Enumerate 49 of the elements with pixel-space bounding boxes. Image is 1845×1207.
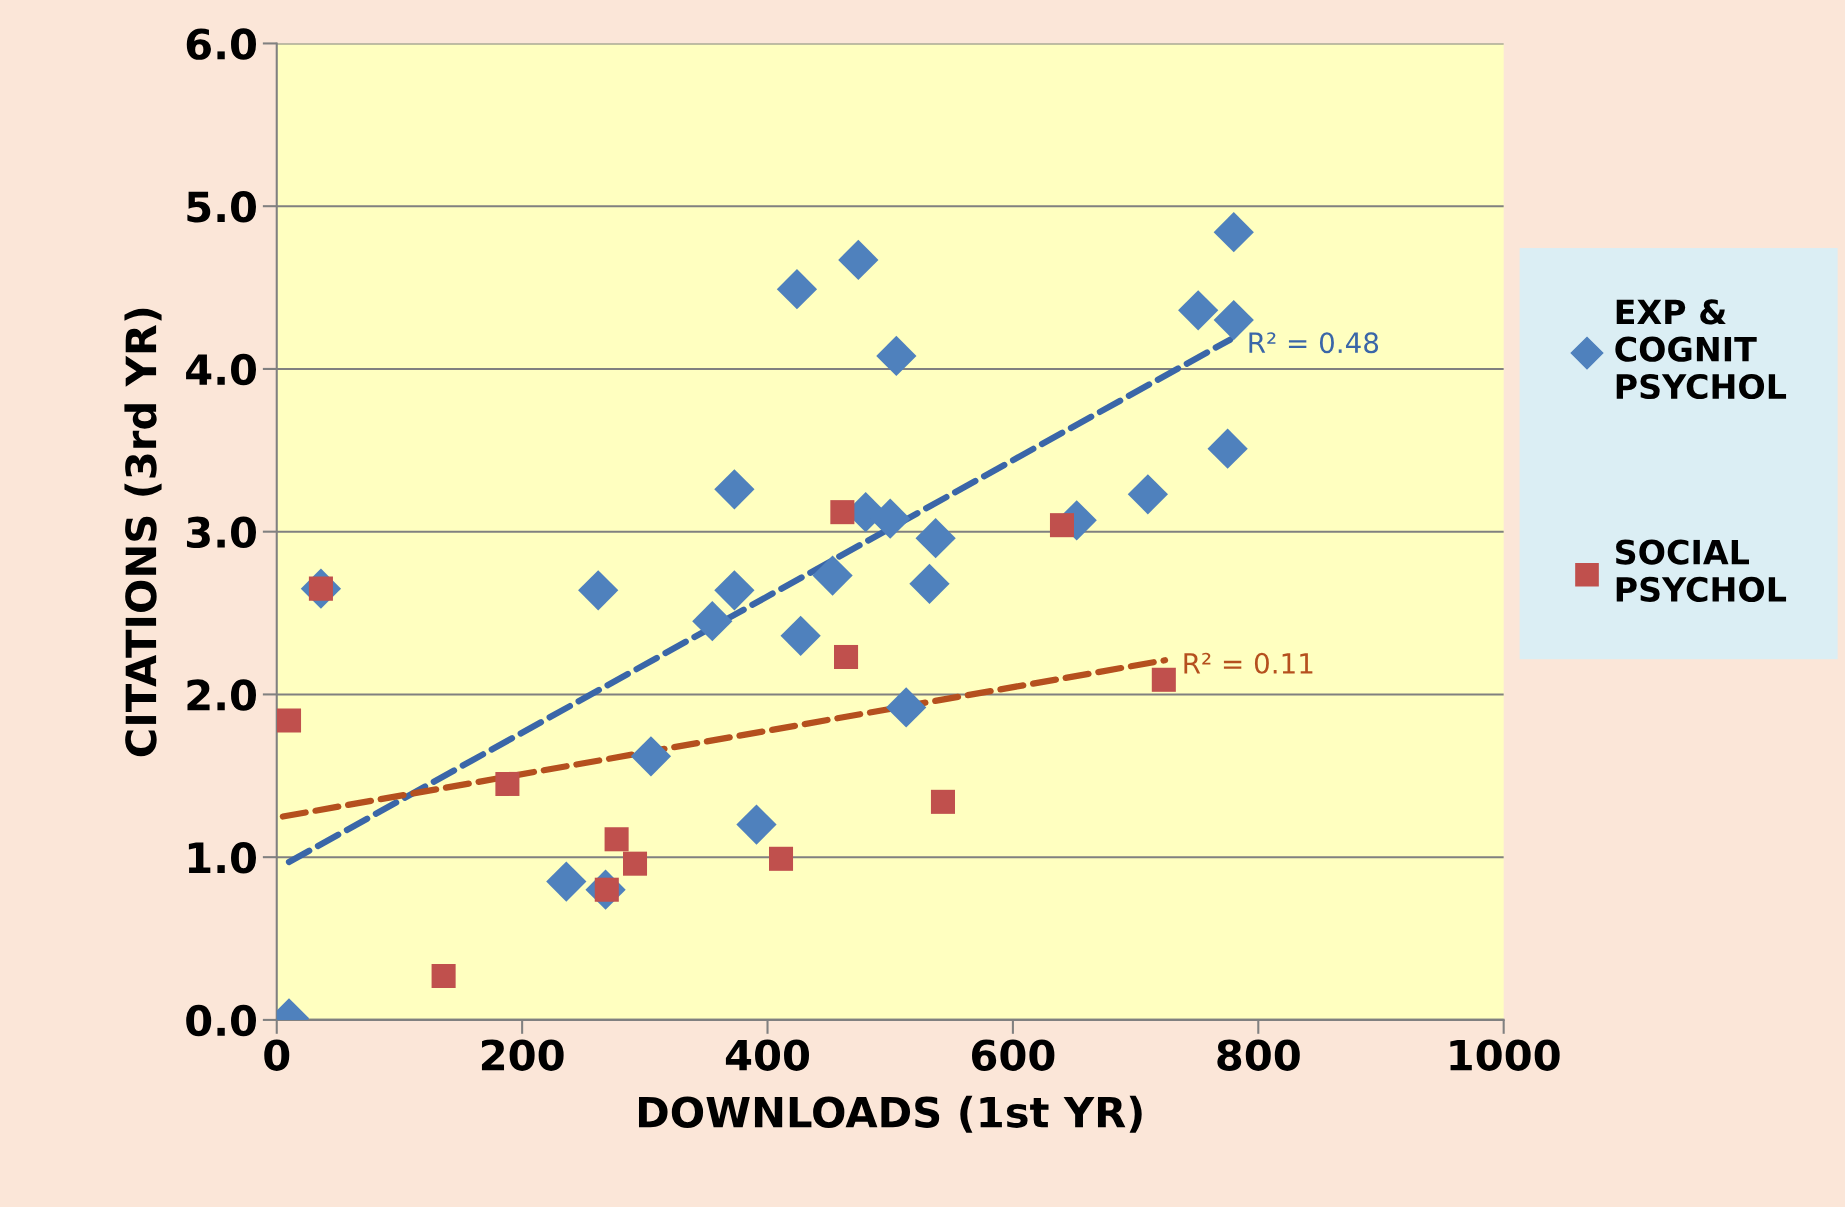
point	[768, 846, 794, 871]
x-tick-label: 400	[725, 1039, 810, 1071]
point	[909, 563, 950, 604]
point	[1213, 212, 1254, 253]
point	[812, 555, 853, 596]
y-tick-label: 0.0	[186, 1004, 257, 1037]
point	[546, 861, 587, 902]
point	[276, 708, 302, 733]
point	[930, 789, 955, 814]
point	[1127, 474, 1168, 515]
point	[714, 570, 755, 611]
point	[578, 570, 619, 611]
x-tick-label: 0	[264, 1039, 290, 1071]
x-tick-label: 1000	[1450, 1039, 1560, 1071]
point	[776, 269, 818, 310]
x-tick-label: 200	[481, 1039, 564, 1071]
point	[622, 851, 648, 876]
point	[834, 644, 859, 670]
point	[604, 827, 629, 852]
annotation: R² = 0.11	[1184, 652, 1313, 674]
point	[838, 239, 879, 281]
y-tick-label: 5.0	[187, 191, 257, 223]
point	[736, 804, 777, 845]
point	[915, 518, 956, 559]
x-tick-label: 800	[1217, 1039, 1300, 1071]
point	[780, 615, 821, 656]
point	[830, 500, 855, 525]
y-tick-label: 3.0	[186, 516, 257, 549]
point	[495, 771, 520, 796]
point	[692, 601, 733, 642]
point	[1178, 290, 1219, 331]
point	[1207, 428, 1248, 469]
point	[630, 736, 672, 777]
y-tick-label: 6.0	[186, 28, 257, 60]
point	[1049, 513, 1075, 538]
y-tick-label: 2.0	[187, 679, 257, 711]
legend-label: EXP & COGNIT PSYCHOL	[1615, 299, 1787, 400]
y-tick-label: 4.0	[186, 353, 257, 386]
point	[1151, 667, 1176, 692]
y-axis-title: CITATIONS (3rd YR)	[124, 308, 162, 757]
annotation: R² = 0.48	[1249, 332, 1379, 354]
point	[431, 963, 456, 988]
x-tick-label: 600	[972, 1039, 1055, 1071]
y-tick-label: 1.0	[188, 842, 257, 874]
legend-label: SOCIAL PSYCHOL	[1616, 539, 1787, 603]
point	[714, 469, 755, 510]
point	[886, 687, 927, 728]
point	[876, 335, 917, 377]
x-axis-title: DOWNLOADS (1st YR)	[638, 1095, 1142, 1133]
